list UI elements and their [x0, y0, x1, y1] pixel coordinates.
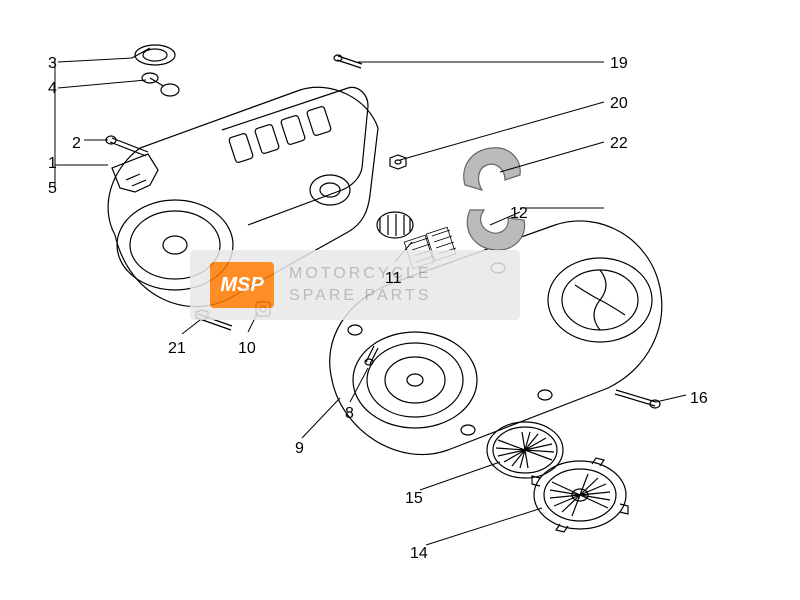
diagram-container: MSP MOTORCYCLE SPARE PARTS 1234589101112…	[0, 0, 800, 600]
callout-2: 2	[72, 135, 81, 153]
fan-cover-14	[532, 458, 628, 532]
watermark-line2: SPARE PARTS	[289, 285, 432, 307]
callout-9: 9	[295, 440, 304, 458]
callout-12: 12	[510, 205, 528, 223]
callout-20: 20	[610, 95, 628, 113]
screw-19	[334, 55, 362, 68]
callout-14: 14	[410, 545, 428, 563]
callout-21: 21	[168, 340, 186, 358]
callout-15: 15	[405, 490, 423, 508]
watermark-text: MOTORCYCLE SPARE PARTS	[289, 263, 432, 308]
grille-15	[487, 422, 563, 478]
watermark-line1: MOTORCYCLE	[289, 263, 432, 285]
callout-3: 3	[48, 55, 57, 73]
small-parts-topleft	[106, 45, 179, 192]
callout-8: 8	[345, 405, 354, 423]
callout-10: 10	[238, 340, 256, 358]
callout-1: 1	[48, 155, 57, 173]
watermark-logo: MSP	[210, 262, 274, 308]
watermark-logo-text: MSP	[220, 274, 263, 297]
callout-11: 11	[385, 270, 402, 288]
callout-16: 16	[690, 390, 708, 408]
watermark: MSP MOTORCYCLE SPARE PARTS	[190, 250, 520, 320]
callout-4: 4	[48, 80, 57, 98]
callout-22: 22	[610, 135, 628, 153]
callout-5: 5	[48, 180, 57, 198]
callout-19: 19	[610, 55, 628, 73]
